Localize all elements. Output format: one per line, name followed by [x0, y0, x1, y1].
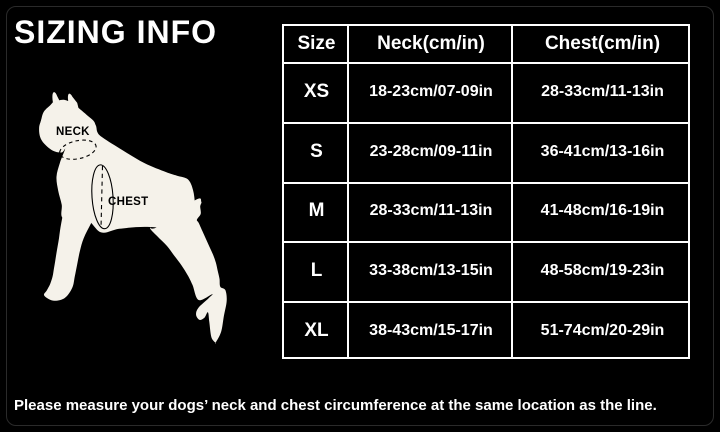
- svg-text:NECK: NECK: [56, 126, 90, 138]
- svg-text:CHEST: CHEST: [108, 196, 148, 208]
